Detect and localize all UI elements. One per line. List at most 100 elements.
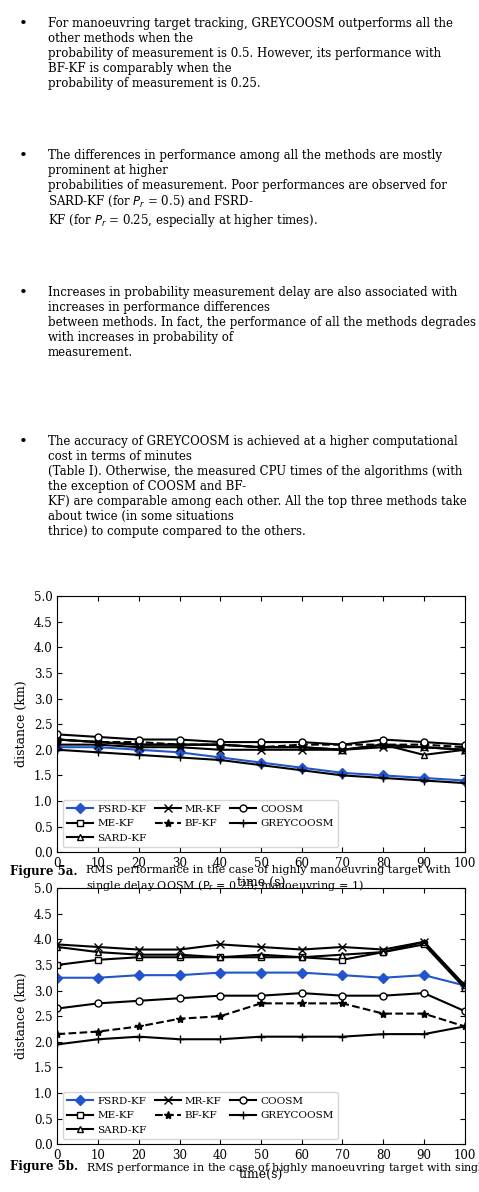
Y-axis label: distance (km): distance (km) <box>15 973 28 1060</box>
MR-KF <box>421 740 427 755</box>
GREYCOOSM <box>55 743 60 757</box>
BF-KF <box>421 738 427 752</box>
BF-KF <box>421 1006 427 1020</box>
MR-KF <box>462 743 468 757</box>
ME-KF <box>258 950 264 964</box>
SARD-KF <box>421 935 427 949</box>
Text: •: • <box>19 149 28 163</box>
SARD-KF <box>258 740 264 755</box>
ME-KF <box>95 952 101 967</box>
FSRD-KF <box>462 774 468 788</box>
Text: RMS performance in the case of highly manoeuvring target with single delay OOSM : RMS performance in the case of highly ma… <box>86 865 451 893</box>
FSRD-KF <box>95 970 101 985</box>
FSRD-KF <box>340 765 345 780</box>
GREYCOOSM <box>55 1037 60 1051</box>
X-axis label: time (s): time (s) <box>237 876 285 889</box>
Text: RMS performance in the case of highly manoeuvring target with single delay OOSM : RMS performance in the case of highly ma… <box>86 1160 479 1175</box>
ME-KF <box>340 743 345 757</box>
Text: Figure 5a.: Figure 5a. <box>10 865 77 879</box>
FSRD-KF <box>55 970 60 985</box>
GREYCOOSM <box>258 758 264 772</box>
COOSM <box>55 727 60 741</box>
MR-KF <box>217 743 223 757</box>
ME-KF <box>258 740 264 755</box>
BF-KF <box>299 738 305 752</box>
ME-KF <box>299 740 305 755</box>
BF-KF <box>380 738 386 752</box>
FSRD-KF <box>421 771 427 786</box>
BF-KF <box>217 1008 223 1023</box>
SARD-KF <box>55 939 60 954</box>
BF-KF <box>55 1028 60 1042</box>
ME-KF <box>340 952 345 967</box>
Line: FSRD-KF: FSRD-KF <box>54 969 468 989</box>
MR-KF <box>380 740 386 755</box>
Line: COOSM: COOSM <box>54 731 468 749</box>
COOSM <box>217 988 223 1002</box>
GREYCOOSM <box>421 774 427 788</box>
BF-KF <box>340 997 345 1011</box>
Text: •: • <box>19 435 28 449</box>
BF-KF <box>340 738 345 752</box>
FSRD-KF <box>340 968 345 982</box>
GREYCOOSM <box>177 1032 182 1047</box>
ME-KF <box>177 738 182 752</box>
SARD-KF <box>217 950 223 964</box>
COOSM <box>421 735 427 750</box>
BF-KF <box>217 738 223 752</box>
X-axis label: time(s): time(s) <box>239 1168 283 1181</box>
COOSM <box>299 986 305 1000</box>
Legend: FSRD-KF, ME-KF, SARD-KF, MR-KF, BF-KF, COOSM, GREYCOOSM: FSRD-KF, ME-KF, SARD-KF, MR-KF, BF-KF, C… <box>63 1093 338 1140</box>
FSRD-KF <box>380 970 386 985</box>
FSRD-KF <box>177 745 182 759</box>
SARD-KF <box>55 732 60 746</box>
Line: ME-KF: ME-KF <box>54 940 468 992</box>
SARD-KF <box>258 948 264 962</box>
MR-KF <box>299 943 305 957</box>
ME-KF <box>462 981 468 995</box>
GREYCOOSM <box>177 750 182 764</box>
ME-KF <box>55 958 60 973</box>
ME-KF <box>299 950 305 964</box>
BF-KF <box>136 1019 142 1033</box>
BF-KF <box>462 1019 468 1033</box>
GREYCOOSM <box>462 1019 468 1033</box>
GREYCOOSM <box>258 1030 264 1044</box>
MR-KF <box>421 935 427 949</box>
COOSM <box>95 997 101 1011</box>
BF-KF <box>55 732 60 746</box>
SARD-KF <box>340 948 345 962</box>
FSRD-KF <box>136 968 142 982</box>
Text: The accuracy of GREYCOOSM is achieved at a higher computational cost in terms of: The accuracy of GREYCOOSM is achieved at… <box>48 435 467 538</box>
FSRD-KF <box>380 769 386 783</box>
SARD-KF <box>95 735 101 750</box>
MR-KF <box>340 939 345 954</box>
ME-KF <box>462 743 468 757</box>
COOSM <box>217 735 223 750</box>
COOSM <box>136 994 142 1008</box>
GREYCOOSM <box>462 776 468 790</box>
SARD-KF <box>136 948 142 962</box>
COOSM <box>340 738 345 752</box>
ME-KF <box>380 945 386 960</box>
COOSM <box>177 732 182 746</box>
ME-KF <box>136 950 142 964</box>
SARD-KF <box>299 950 305 964</box>
ME-KF <box>136 738 142 752</box>
BF-KF <box>95 735 101 750</box>
COOSM <box>177 991 182 1005</box>
SARD-KF <box>136 738 142 752</box>
GREYCOOSM <box>421 1028 427 1042</box>
GREYCOOSM <box>95 1032 101 1047</box>
GREYCOOSM <box>380 1028 386 1042</box>
MR-KF <box>95 939 101 954</box>
BF-KF <box>177 1012 182 1026</box>
Line: MR-KF: MR-KF <box>53 740 469 753</box>
SARD-KF <box>340 743 345 757</box>
ME-KF <box>95 735 101 750</box>
Line: MR-KF: MR-KF <box>53 938 469 989</box>
ME-KF <box>421 740 427 755</box>
Text: The differences in performance among all the methods are mostly prominent at hig: The differences in performance among all… <box>48 149 447 229</box>
GREYCOOSM <box>95 745 101 759</box>
ME-KF <box>55 732 60 746</box>
